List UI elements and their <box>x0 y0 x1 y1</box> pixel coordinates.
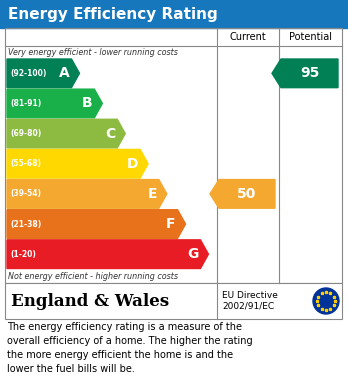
Polygon shape <box>210 179 275 208</box>
Text: Current: Current <box>230 32 266 42</box>
Text: Energy Efficiency Rating: Energy Efficiency Rating <box>8 7 218 22</box>
Polygon shape <box>7 119 125 148</box>
Bar <box>0 0 348 28</box>
Text: EU Directive: EU Directive <box>222 292 278 301</box>
Text: Potential: Potential <box>289 32 332 42</box>
Text: (69-80): (69-80) <box>10 129 41 138</box>
Text: G: G <box>187 247 198 261</box>
Text: 50: 50 <box>237 187 257 201</box>
Text: Not energy efficient - higher running costs: Not energy efficient - higher running co… <box>8 272 178 281</box>
Text: 95: 95 <box>300 66 319 80</box>
Polygon shape <box>7 240 208 269</box>
Text: E: E <box>147 187 157 201</box>
Text: Very energy efficient - lower running costs: Very energy efficient - lower running co… <box>8 48 178 57</box>
Text: The energy efficiency rating is a measure of the
overall efficiency of a home. T: The energy efficiency rating is a measur… <box>7 322 253 374</box>
Polygon shape <box>7 179 167 208</box>
Polygon shape <box>7 149 148 178</box>
Text: F: F <box>166 217 175 231</box>
Text: A: A <box>59 66 70 80</box>
Text: D: D <box>127 157 138 171</box>
Text: (39-54): (39-54) <box>10 189 41 198</box>
Text: (81-91): (81-91) <box>10 99 41 108</box>
Text: C: C <box>105 127 115 141</box>
Polygon shape <box>272 59 338 88</box>
Polygon shape <box>7 89 102 118</box>
Polygon shape <box>7 210 185 239</box>
Bar <box>5 283 342 319</box>
Text: England & Wales: England & Wales <box>11 292 169 310</box>
Circle shape <box>313 288 339 314</box>
Polygon shape <box>7 59 79 88</box>
Text: (92-100): (92-100) <box>10 69 46 78</box>
Text: (1-20): (1-20) <box>10 250 36 259</box>
Text: (21-38): (21-38) <box>10 219 41 228</box>
Bar <box>5 28 342 283</box>
Text: B: B <box>82 97 92 111</box>
Text: 2002/91/EC: 2002/91/EC <box>222 301 274 310</box>
Text: (55-68): (55-68) <box>10 159 41 168</box>
